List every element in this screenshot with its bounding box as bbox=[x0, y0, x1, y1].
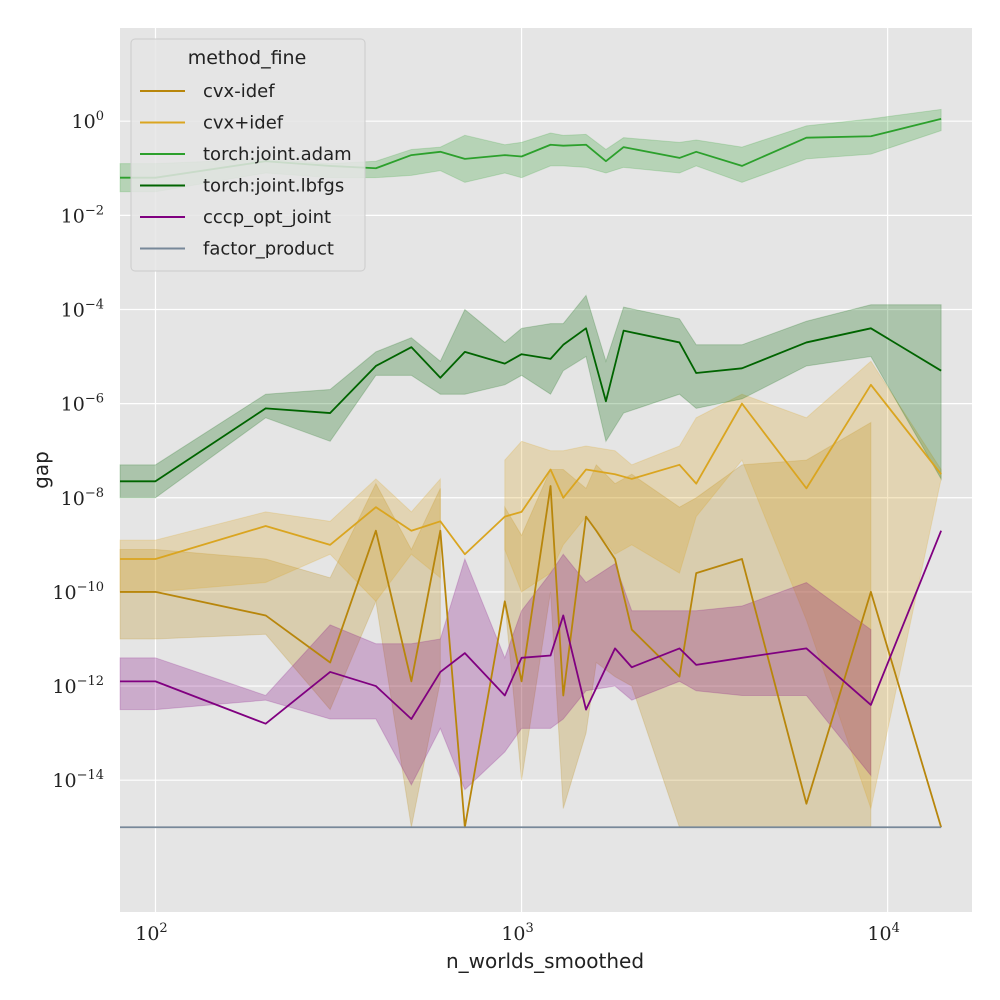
x-tick-label: 102 bbox=[135, 921, 167, 945]
x-axis-label: n_worlds_smoothed bbox=[446, 949, 644, 973]
band-cccp-opt-joint bbox=[119, 553, 872, 791]
y-tick-label: 100 bbox=[72, 109, 104, 133]
legend-label-torch-joint-adam: torch:joint.adam bbox=[203, 144, 352, 165]
band-cvx-idef bbox=[504, 360, 942, 811]
y-tick-label: 10−4 bbox=[61, 297, 104, 321]
band-torch-joint-lbfgs bbox=[119, 294, 942, 499]
legend-box bbox=[130, 38, 366, 272]
y-tick-label: 10−14 bbox=[52, 768, 104, 792]
y-axis-ticks: 100 10−2 10−4 10−6 10−8 10−10 10−12 10−14 bbox=[52, 109, 104, 792]
line-cccp-opt-joint bbox=[120, 530, 942, 725]
legend-label-cvx-idef: cvx-idef bbox=[203, 81, 275, 102]
confidence-bands bbox=[119, 108, 942, 828]
band-cvx-idef bbox=[119, 477, 441, 603]
x-axis-ticks: 102 103 104 bbox=[135, 921, 900, 945]
y-tick-label: 10−10 bbox=[52, 580, 104, 604]
legend-label-factor-product: factor_product bbox=[203, 239, 334, 260]
y-tick-label: 10−12 bbox=[52, 674, 104, 698]
band-cvx-idef bbox=[119, 482, 441, 828]
series-lines bbox=[120, 117, 942, 829]
y-tick-label: 10−2 bbox=[61, 203, 104, 227]
legend-title: method_fine bbox=[188, 47, 307, 69]
line-cvx-idef bbox=[120, 485, 942, 829]
legend-label-cccp-opt-joint: cccp_opt_joint bbox=[203, 207, 331, 228]
legend-items: cvx-idef cvx+idef torch:joint.adam torch:jo… bbox=[140, 81, 352, 260]
y-tick-label: 10−6 bbox=[61, 392, 104, 416]
y-tick-label: 10−8 bbox=[61, 486, 104, 510]
line-torch-joint-lbfgs bbox=[120, 327, 942, 483]
y-axis-label: gap bbox=[29, 451, 53, 489]
legend-label-cvx-idef: cvx+idef bbox=[203, 113, 284, 134]
legend: method_fine cvx-idef cvx+idef torch:joint.… bbox=[130, 38, 366, 272]
x-tick-label: 103 bbox=[501, 921, 533, 945]
grid bbox=[120, 28, 972, 912]
x-tick-label: 104 bbox=[867, 921, 899, 945]
line-cvx-idef bbox=[120, 383, 942, 560]
legend-label-torch-joint-lbfgs: torch:joint.lbfgs bbox=[203, 176, 344, 197]
